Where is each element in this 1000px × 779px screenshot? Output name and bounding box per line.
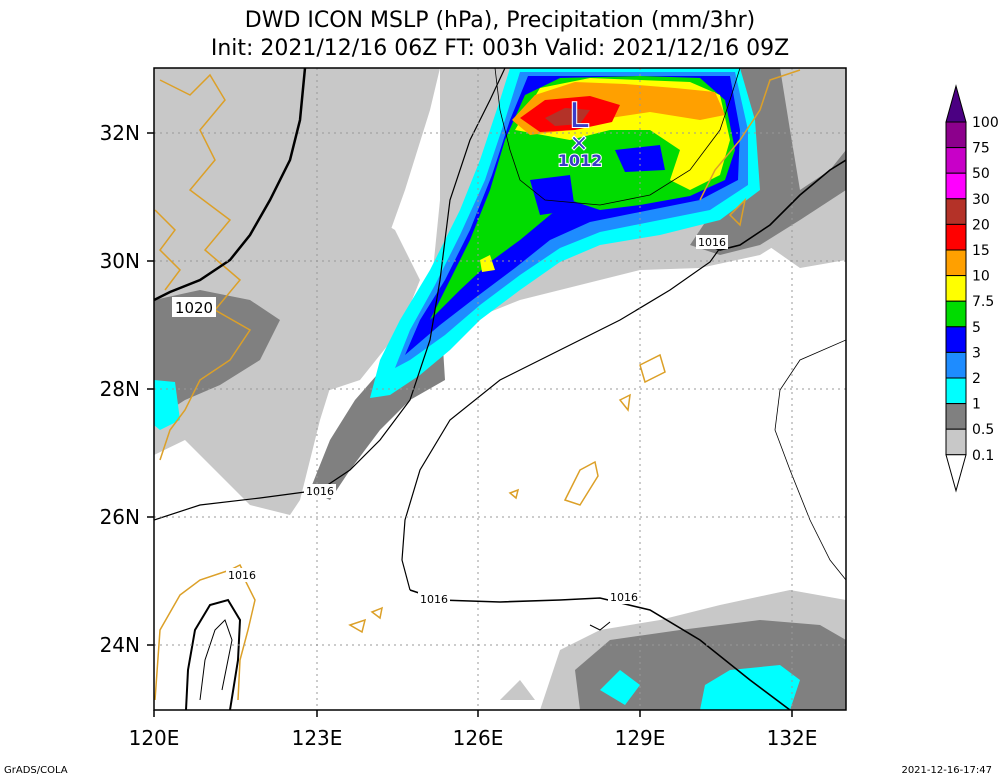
colorbar-swatch bbox=[945, 351, 967, 379]
colorbar-label: 10 bbox=[972, 269, 990, 285]
colorbar-label: 100 bbox=[972, 115, 999, 131]
colorbar-label: 20 bbox=[972, 217, 990, 233]
colorbar-swatch bbox=[945, 172, 967, 200]
chart-title-line2: Init: 2021/12/16 06Z FT: 003h Valid: 202… bbox=[210, 36, 790, 61]
colorbar-label: 5 bbox=[972, 320, 981, 336]
colorbar-swatch bbox=[945, 198, 967, 225]
colorbar-swatch bbox=[945, 377, 967, 405]
low-pressure-marker: L × 1012 bbox=[557, 95, 604, 171]
lat-label: 28N bbox=[100, 377, 140, 401]
lon-label: 120E bbox=[129, 726, 180, 750]
colorbar-label: 50 bbox=[972, 166, 990, 182]
isobar-label: 1016 bbox=[698, 236, 726, 249]
colorbar-label: 0.5 bbox=[972, 422, 994, 438]
lon-label: 129E bbox=[615, 726, 666, 750]
colorbar-label: 7.5 bbox=[972, 294, 994, 310]
colorbar-swatch bbox=[945, 275, 967, 302]
colorbar-swatch bbox=[945, 403, 967, 430]
colorbar-swatch bbox=[945, 147, 967, 174]
axis-labels: 120E 123E 126E 129E 132E 32N 30N 28N 26N… bbox=[100, 121, 818, 750]
colorbar-label: 3 bbox=[972, 345, 981, 361]
lat-label: 24N bbox=[100, 633, 140, 657]
colorbar-label: 0.1 bbox=[972, 448, 994, 464]
colorbar-swatch bbox=[945, 223, 967, 251]
colorbar-label: 30 bbox=[972, 192, 990, 208]
lon-label: 123E bbox=[292, 726, 343, 750]
lat-label: 32N bbox=[100, 121, 140, 145]
precip-shading bbox=[154, 68, 846, 710]
isobar-label: 1016 bbox=[228, 569, 256, 582]
lat-label: 30N bbox=[100, 249, 140, 273]
low-center-cross: × bbox=[570, 131, 588, 156]
lon-label: 126E bbox=[453, 726, 504, 750]
isobar-label: 1016 bbox=[306, 485, 334, 498]
lat-label: 26N bbox=[100, 505, 140, 529]
lon-label: 132E bbox=[767, 726, 818, 750]
footer-credit: GrADS/COLA bbox=[4, 765, 68, 776]
colorbar-label: 75 bbox=[972, 141, 990, 157]
axis-ticks bbox=[147, 132, 793, 717]
chart-title-line1: DWD ICON MSLP (hPa), Precipitation (mm/3… bbox=[244, 8, 756, 33]
gridlines bbox=[154, 68, 846, 710]
isobar-label: 1016 bbox=[610, 591, 638, 604]
colorbar-top-arrow bbox=[945, 84, 967, 123]
colorbar-swatch bbox=[945, 428, 967, 456]
colorbar-label: 15 bbox=[972, 243, 990, 259]
colorbar-bottom-arrow bbox=[945, 454, 967, 493]
isobar-labels: 1020 1016 1016 1016 1016 1016 bbox=[172, 235, 728, 606]
footer-timestamp: 2021-12-16-17:47 bbox=[901, 765, 992, 776]
colorbar-label: 1 bbox=[972, 397, 981, 413]
isobars bbox=[154, 68, 846, 710]
colorbar-label: 2 bbox=[972, 371, 981, 387]
isobar-label: 1016 bbox=[420, 593, 448, 606]
colorbar-swatch bbox=[945, 326, 967, 353]
isobar-label: 1020 bbox=[175, 299, 213, 317]
colorbar-swatch bbox=[945, 121, 967, 149]
low-symbol: L bbox=[570, 96, 589, 136]
low-pressure-value: 1012 bbox=[558, 151, 603, 170]
colorbar-swatch bbox=[945, 249, 967, 277]
precip-colorbar: 100 75 50 30 20 15 10 7.5 5 3 2 1 0.5 0.1 bbox=[945, 84, 999, 493]
colorbar-swatch bbox=[945, 300, 967, 328]
